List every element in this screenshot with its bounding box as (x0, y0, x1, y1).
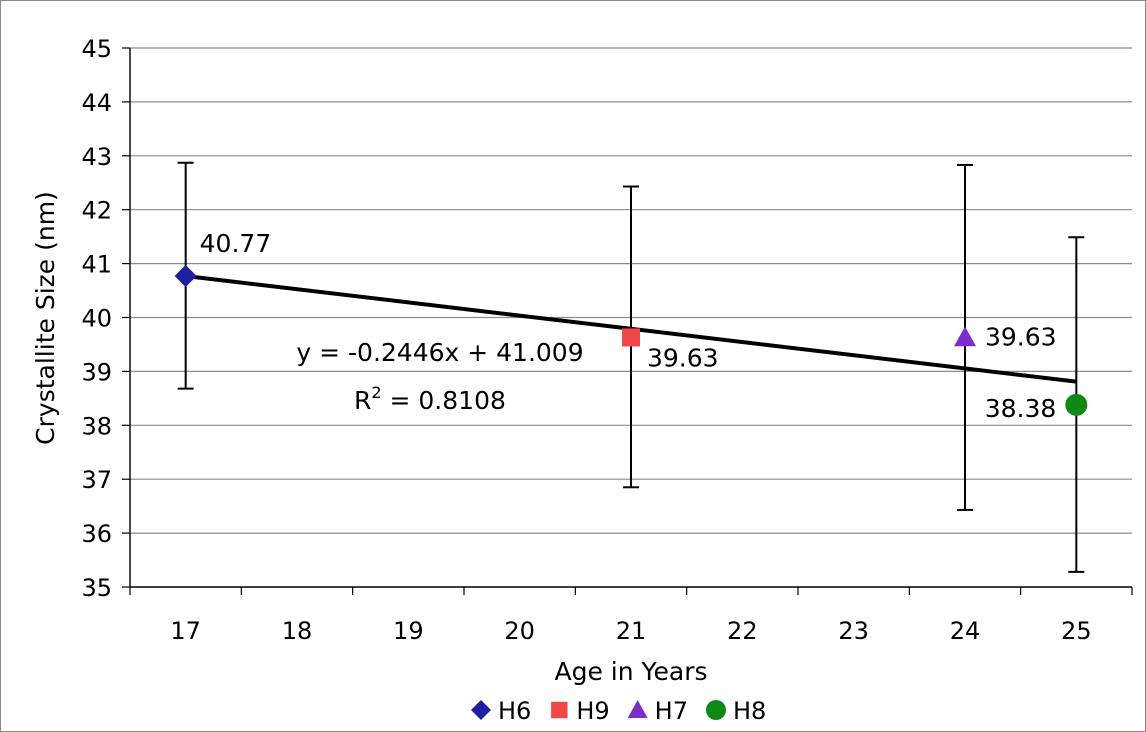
y-tick-label: 40 (81, 305, 112, 333)
y-tick-label: 42 (81, 197, 112, 225)
y-tick-label: 37 (81, 466, 112, 494)
x-tick-label: 25 (1061, 617, 1092, 645)
x-tick-label: 20 (504, 617, 535, 645)
marker-h6 (174, 264, 197, 287)
marker-h7 (954, 326, 976, 347)
data-label-h7: 39.63 (985, 322, 1057, 351)
y-tick-label: 43 (81, 143, 112, 171)
legend-label: H6 (498, 697, 531, 725)
data-labels: 40.77 39.63 39.63 38.38 (200, 229, 1057, 423)
x-tick-label: 17 (170, 617, 201, 645)
trendline-equation: y = -0.2446x + 41.009 (296, 338, 583, 367)
legend-entry-h6: H6 (471, 697, 531, 725)
y-tick-label: 36 (81, 520, 112, 548)
legend-swatch-h6 (471, 700, 491, 720)
y-tick-label: 39 (81, 358, 112, 386)
legend-label: H9 (576, 697, 609, 725)
r-squared-exponent: 2 (371, 383, 381, 402)
marker-h8 (1065, 393, 1088, 416)
x-tick-label: 22 (727, 617, 758, 645)
legend-swatch-h7 (627, 700, 648, 718)
y-tick-label: 35 (81, 574, 112, 602)
r-squared-letter: R (354, 386, 371, 415)
legend-entry-h7: H7 (627, 697, 688, 725)
data-markers (174, 264, 1088, 416)
data-label-h6: 40.77 (200, 229, 272, 258)
y-tick-label: 38 (81, 412, 112, 440)
y-tick-label: 45 (81, 35, 112, 63)
x-axis-title: Age in Years (555, 657, 708, 686)
x-tick-label: 21 (616, 617, 647, 645)
x-tick-label: 23 (838, 617, 869, 645)
y-axis-title: Crystallite Size (nm) (31, 191, 60, 445)
x-tick-label: 24 (950, 617, 981, 645)
data-label-h9: 39.63 (647, 343, 719, 372)
axes: 35 36 37 38 39 40 41 42 43 44 45 17 18 19 20 21 22 23 24 25 (81, 35, 1133, 645)
legend-swatch-h8 (705, 700, 726, 720)
legend-label: H8 (733, 697, 766, 725)
data-label-h8: 38.38 (985, 394, 1057, 423)
legend-swatch-h9 (551, 701, 568, 719)
y-tick-label: 41 (81, 251, 112, 279)
x-tick-label: 18 (282, 617, 313, 645)
legend-label: H7 (655, 697, 688, 725)
x-tick-label: 19 (393, 617, 424, 645)
legend-entry-h8: H8 (705, 697, 766, 725)
y-tick-label: 44 (81, 89, 112, 117)
trendline-r-squared: R2 = 0.8108 (354, 383, 506, 415)
marker-h9 (621, 328, 641, 347)
legend-entry-h9: H9 (551, 697, 610, 725)
legend: H6 H9 H7 H8 (471, 697, 766, 725)
r-squared-value: = 0.8108 (382, 386, 506, 415)
